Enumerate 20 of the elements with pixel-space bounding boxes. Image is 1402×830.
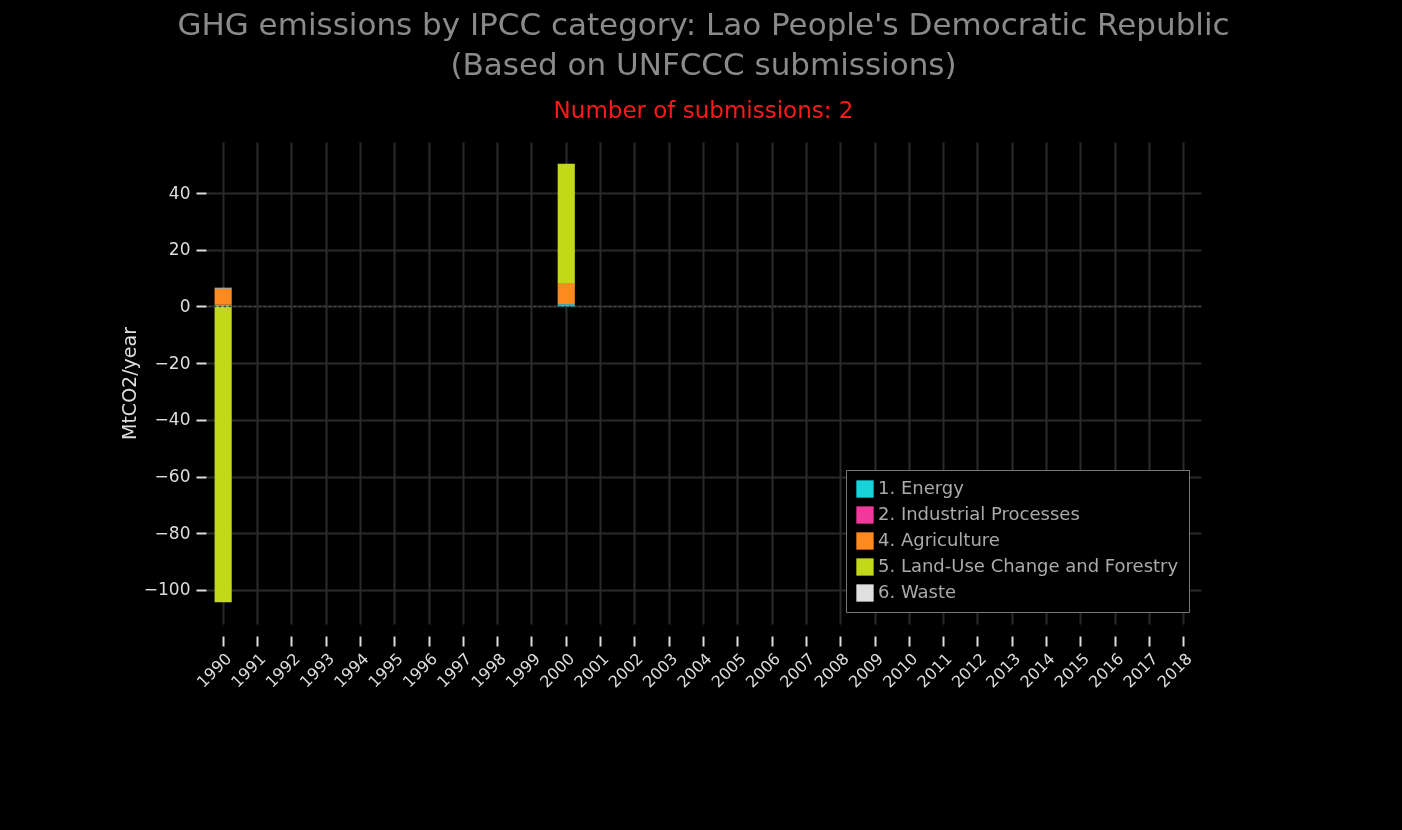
legend-label: 2. Industrial Processes xyxy=(878,503,1080,524)
chart-title: GHG emissions by IPCC category: Lao People's Democratic Republic (Based on UNFCCC submissions) xyxy=(177,6,1230,82)
y-tick-label: 40 xyxy=(168,182,191,203)
y-tick-label: −20 xyxy=(154,352,191,373)
bar xyxy=(557,282,575,305)
y-axis-title: MtCO2/year xyxy=(117,326,140,440)
legend-label: 1. Energy xyxy=(878,477,965,498)
legend-label: 6. Waste xyxy=(878,581,957,602)
y-tick-label: 20 xyxy=(168,239,191,260)
bar xyxy=(214,288,232,305)
y-tick-label: −100 xyxy=(143,579,191,600)
legend-label: 4. Agriculture xyxy=(878,529,1000,550)
y-tick-label: −80 xyxy=(154,522,191,543)
bar xyxy=(214,306,232,603)
y-tick-label: −60 xyxy=(154,466,191,487)
y-tick-label: 0 xyxy=(179,295,191,316)
legend-label: 5. Land-Use Change and Forestry xyxy=(878,555,1179,576)
y-tick-label: −40 xyxy=(154,409,191,430)
chart-subtitle: Number of submissions: 2 xyxy=(553,97,854,123)
bar xyxy=(557,163,575,283)
